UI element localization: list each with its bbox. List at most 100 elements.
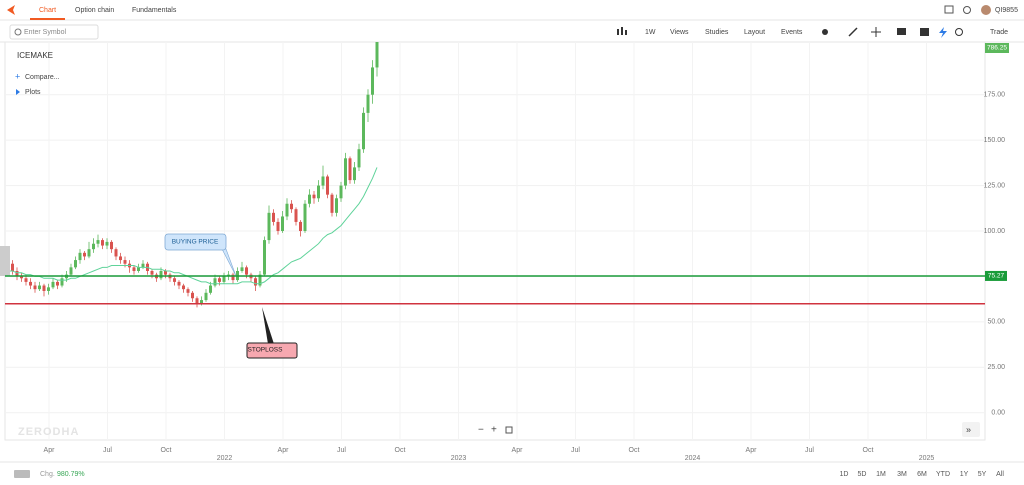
toolbar-menu[interactable]: Studies <box>705 29 729 36</box>
candle-body <box>353 167 356 181</box>
range-button[interactable]: All <box>996 471 1004 478</box>
flash-icon[interactable] <box>939 27 947 38</box>
candle-body <box>182 285 185 290</box>
annotation-box[interactable] <box>164 233 227 251</box>
x-tick-label: Oct <box>161 447 172 454</box>
candle-body <box>56 281 59 286</box>
candle-body <box>245 267 248 275</box>
x-tick-label: Apr <box>44 447 56 454</box>
range-button[interactable]: 1Y <box>960 471 969 478</box>
candle-body <box>60 278 64 286</box>
scroll-end-button[interactable] <box>962 422 980 437</box>
range-button[interactable]: 5Y <box>978 471 987 478</box>
comment-icon[interactable] <box>897 28 906 35</box>
candle-body <box>78 252 82 261</box>
range-button[interactable]: 5D <box>858 471 867 478</box>
legend-item[interactable]: Compare... <box>25 74 60 81</box>
toolbar-menu[interactable]: Events <box>781 29 803 36</box>
settings-icon[interactable] <box>822 29 828 35</box>
legend-item[interactable]: Plots <box>25 89 41 96</box>
candle-body <box>375 42 379 68</box>
reset-zoom[interactable] <box>505 426 513 434</box>
interval[interactable]: 1W <box>645 29 656 36</box>
x-tick-label: Apr <box>278 447 290 454</box>
nav-tab[interactable]: Option chain <box>75 7 114 14</box>
candle-body <box>96 240 100 244</box>
range-button[interactable]: 1D <box>840 471 849 478</box>
zoom-out[interactable]: − <box>478 425 484 436</box>
annotation-text[interactable]: BUYING PRICE <box>172 239 219 246</box>
candle-body <box>141 263 145 268</box>
candle-body <box>326 176 329 195</box>
y-tick-label: 175.00 <box>984 92 1006 99</box>
range-button[interactable]: 3M <box>897 471 907 478</box>
x-tick-label: Oct <box>863 447 874 454</box>
y-tick-label: 50.00 <box>987 319 1005 326</box>
trade-button[interactable]: Trade <box>990 29 1008 36</box>
expand-icon[interactable] <box>16 89 20 95</box>
search-placeholder[interactable]: Enter Symbol <box>24 29 66 36</box>
candle-body <box>240 267 244 271</box>
candle-body <box>276 221 280 232</box>
candle-body <box>24 278 28 282</box>
avatar[interactable] <box>981 5 991 15</box>
candle-body <box>267 212 271 241</box>
annotation-box[interactable] <box>246 342 298 359</box>
side-handle[interactable] <box>0 246 10 276</box>
candle-body <box>132 267 136 271</box>
keyboard-icon[interactable] <box>14 470 30 478</box>
bell-icon[interactable] <box>963 6 971 14</box>
nav-tab[interactable]: Fundamentals <box>132 7 177 14</box>
zoom-in[interactable]: + <box>491 425 497 436</box>
range-button[interactable]: 6M <box>917 471 927 478</box>
annotation-text[interactable]: STOPLOSS <box>248 347 284 354</box>
candle-body <box>33 285 37 290</box>
zoom-controls: − + <box>478 425 513 436</box>
scroll-end-icon[interactable]: » <box>966 424 971 434</box>
candle-body <box>191 292 194 299</box>
plus-icon[interactable]: + <box>15 71 20 81</box>
y-tick-label: 25.00 <box>987 364 1005 371</box>
x-tick-label: Jul <box>103 447 112 454</box>
refresh-icon[interactable] <box>955 28 963 36</box>
screenshot-icon[interactable] <box>920 28 929 36</box>
toolbar-menu[interactable]: Layout <box>744 29 765 36</box>
nav-bar <box>0 0 1024 20</box>
candle-type-icon[interactable] <box>617 27 627 35</box>
toolbar-menu[interactable]: Views <box>670 29 689 36</box>
symbol-search[interactable] <box>9 24 99 40</box>
candle-body <box>15 270 19 277</box>
candle-body <box>200 300 203 304</box>
nav-tab[interactable]: Chart <box>39 7 56 14</box>
candle-body <box>186 289 190 293</box>
x-tick-label: Oct <box>629 447 640 454</box>
candle-body <box>222 276 226 282</box>
candle-body <box>263 240 266 275</box>
crosshair-icon[interactable] <box>871 27 881 37</box>
candle-body <box>123 260 127 264</box>
draw-icon[interactable] <box>848 27 858 37</box>
candle-body <box>321 176 325 186</box>
candle-body <box>344 158 347 186</box>
logo[interactable] <box>7 5 15 15</box>
candle-body <box>254 278 257 286</box>
last-price-badge <box>985 43 1009 53</box>
range-button[interactable]: 1M <box>876 471 886 478</box>
range-button[interactable]: YTD <box>936 471 950 478</box>
candle-body <box>335 198 338 213</box>
candle-body <box>312 194 316 199</box>
user-id[interactable]: QI9855 <box>995 7 1018 14</box>
candle-body <box>366 94 370 113</box>
x-tick-label: Jul <box>337 447 346 454</box>
x-tick-label: 2023 <box>451 455 467 462</box>
cart-icon[interactable] <box>944 5 954 14</box>
change-value: 980.79% <box>57 471 85 478</box>
callout-pointer <box>262 307 274 344</box>
plot-area <box>4 41 986 441</box>
candle-body <box>164 270 167 275</box>
candle-body <box>290 203 293 210</box>
change-label: Chg. <box>40 471 55 478</box>
candle-body <box>42 285 46 291</box>
candle-body <box>150 270 154 275</box>
